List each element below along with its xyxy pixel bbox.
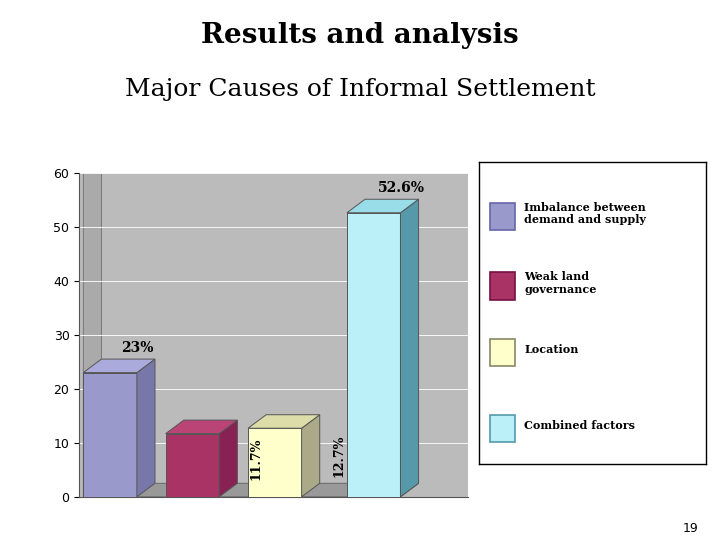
Text: Location: Location xyxy=(524,344,579,355)
Polygon shape xyxy=(84,359,155,373)
Text: Results and analysis: Results and analysis xyxy=(201,22,519,49)
Polygon shape xyxy=(400,199,418,497)
Polygon shape xyxy=(166,420,238,434)
Bar xyxy=(166,434,219,497)
Text: 12.7%: 12.7% xyxy=(332,435,345,477)
Text: Combined factors: Combined factors xyxy=(524,420,635,430)
Polygon shape xyxy=(84,483,418,497)
FancyBboxPatch shape xyxy=(490,203,515,230)
Text: Weak land
governance: Weak land governance xyxy=(524,271,597,295)
FancyBboxPatch shape xyxy=(490,272,515,300)
Polygon shape xyxy=(84,159,102,497)
FancyBboxPatch shape xyxy=(490,339,515,366)
Text: Major Causes of Informal Settlement: Major Causes of Informal Settlement xyxy=(125,78,595,102)
Text: 19: 19 xyxy=(683,522,698,535)
Text: 23%: 23% xyxy=(122,341,154,355)
Text: Imbalance between
demand and supply: Imbalance between demand and supply xyxy=(524,201,646,225)
Polygon shape xyxy=(302,415,320,497)
Bar xyxy=(248,428,302,497)
Polygon shape xyxy=(347,199,418,213)
Polygon shape xyxy=(137,359,155,497)
Bar xyxy=(84,373,137,497)
Text: 11.7%: 11.7% xyxy=(250,437,263,480)
FancyBboxPatch shape xyxy=(490,415,515,442)
Bar xyxy=(347,213,400,497)
Polygon shape xyxy=(219,420,238,497)
Text: 52.6%: 52.6% xyxy=(378,181,425,195)
Polygon shape xyxy=(248,415,320,428)
